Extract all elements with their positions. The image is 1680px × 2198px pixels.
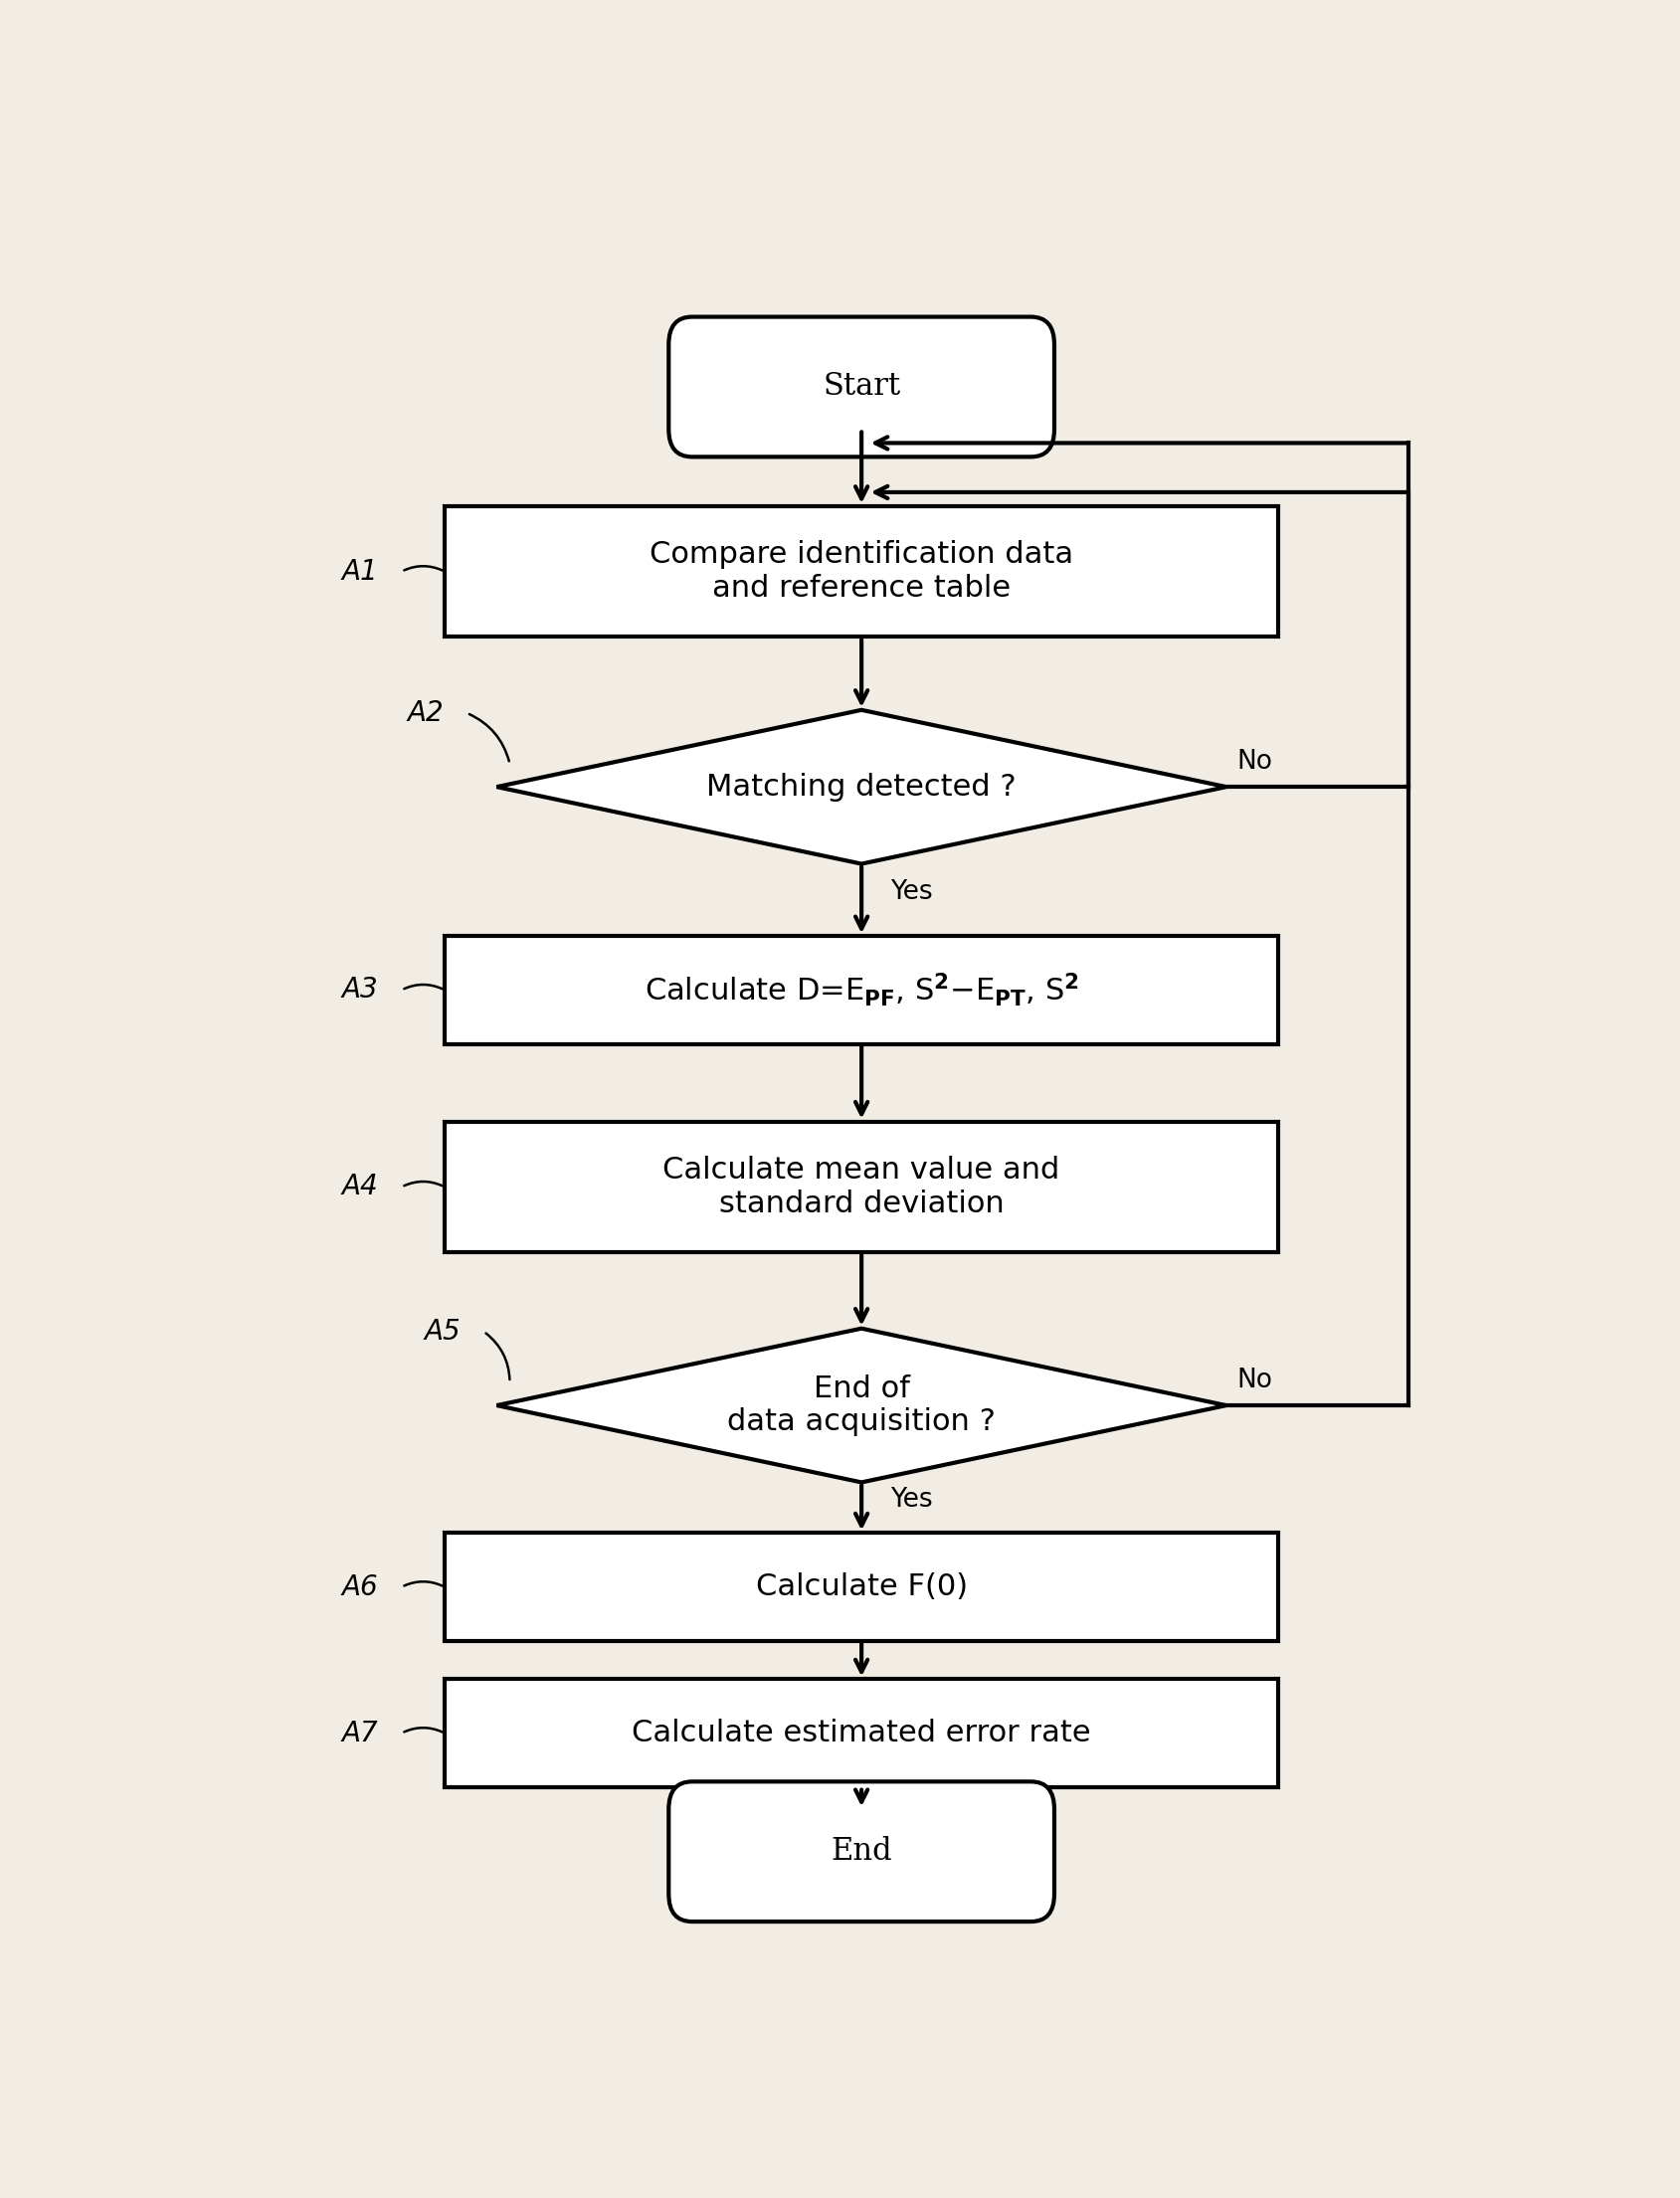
Bar (444, 1121, 1278, 1253)
Text: A6: A6 (341, 1574, 378, 1600)
FancyBboxPatch shape (669, 1783, 1053, 1921)
Text: No: No (1236, 750, 1272, 774)
Bar (444, 1534, 1278, 1640)
Bar (444, 936, 1278, 1044)
Text: Matching detected ?: Matching detected ? (706, 771, 1016, 802)
FancyBboxPatch shape (669, 317, 1053, 457)
Bar (444, 1679, 1278, 1787)
Text: A1: A1 (341, 558, 378, 585)
Text: End of
data acquisition ?: End of data acquisition ? (727, 1374, 995, 1437)
Text: Calculate D=E$_{\mathbf{PF}}$, S$^{\mathbf{2}}$−E$_{\mathbf{PT}}$, S$^{\mathbf{2: Calculate D=E$_{\mathbf{PF}}$, S$^{\math… (643, 972, 1079, 1009)
Text: A3: A3 (341, 976, 378, 1004)
Text: Calculate F(0): Calculate F(0) (754, 1572, 968, 1602)
Text: Start: Start (822, 371, 900, 402)
Text: Calculate mean value and
standard deviation: Calculate mean value and standard deviat… (662, 1156, 1060, 1218)
Polygon shape (497, 710, 1226, 864)
Text: A4: A4 (341, 1174, 378, 1200)
Text: No: No (1236, 1367, 1272, 1394)
Text: End: End (830, 1835, 892, 1866)
Text: Yes: Yes (890, 1488, 932, 1512)
Text: A5: A5 (423, 1317, 460, 1345)
Polygon shape (497, 1328, 1226, 1481)
Text: Compare identification data
and reference table: Compare identification data and referenc… (648, 541, 1074, 602)
Text: Calculate estimated error rate: Calculate estimated error rate (632, 1719, 1090, 1747)
Bar (444, 506, 1278, 637)
Text: Yes: Yes (890, 879, 932, 906)
Text: A7: A7 (341, 1719, 378, 1747)
Text: A2: A2 (407, 699, 444, 728)
